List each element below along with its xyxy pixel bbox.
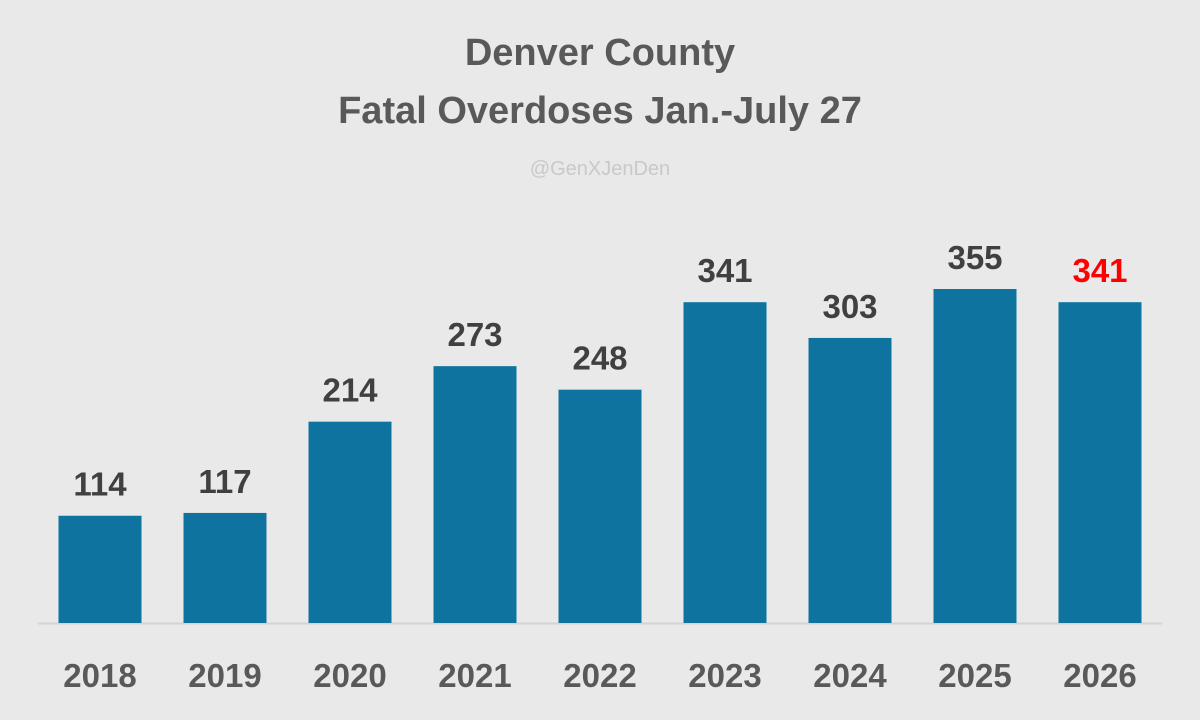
- x-tick-label-2023: 2023: [688, 657, 761, 694]
- x-tick-label-2025: 2025: [938, 657, 1011, 694]
- bar-2025: [933, 289, 1017, 623]
- data-label-2020: 214: [322, 372, 378, 409]
- data-label-2024: 303: [822, 288, 877, 325]
- x-tick-label-2021: 2021: [438, 657, 511, 694]
- data-label-2019: 117: [198, 463, 251, 500]
- x-tick-label-2020: 2020: [313, 657, 386, 694]
- x-tick-label-2026: 2026: [1063, 657, 1136, 694]
- x-tick-label-2019: 2019: [188, 657, 261, 694]
- x-tick-label-2022: 2022: [563, 657, 636, 694]
- bar-2020: [308, 421, 392, 623]
- data-label-2022: 248: [572, 340, 627, 377]
- bar-2018: [58, 515, 142, 623]
- bar-2026: [1058, 302, 1142, 623]
- data-label-2018: 114: [73, 466, 127, 503]
- bar-2023: [683, 302, 767, 623]
- x-tick-label-2018: 2018: [63, 657, 136, 694]
- bar-2022: [558, 389, 642, 623]
- data-label-2023: 341: [697, 252, 752, 289]
- data-label-2025: 355: [947, 239, 1002, 276]
- bar-2021: [433, 366, 517, 623]
- watermark-handle: @GenXJenDen: [529, 158, 671, 180]
- data-label-2021: 273: [447, 316, 502, 353]
- bar-2019: [183, 512, 267, 623]
- bar-2024: [808, 337, 892, 623]
- data-label-2026: 341: [1072, 252, 1127, 289]
- chart-subtitle: Fatal Overdoses Jan.-July 27: [338, 90, 862, 132]
- x-tick-label-2024: 2024: [813, 657, 887, 694]
- chart-title: Denver County: [464, 32, 736, 74]
